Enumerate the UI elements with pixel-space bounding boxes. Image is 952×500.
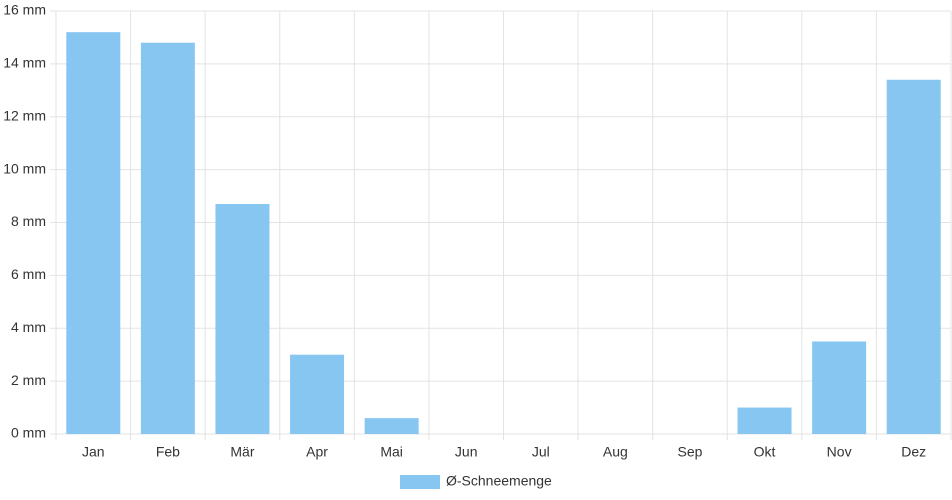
- legend-swatch: [400, 475, 440, 489]
- legend-label: Ø-Schneemenge: [446, 473, 552, 489]
- x-tick-label: Aug: [603, 444, 628, 460]
- x-tick-label: Nov: [827, 444, 852, 460]
- y-tick-label: 2 mm: [11, 372, 46, 388]
- x-tick-label: Jan: [82, 444, 105, 460]
- bar: [364, 418, 419, 434]
- x-tick-label: Apr: [306, 444, 328, 460]
- y-tick-label: 16 mm: [3, 2, 46, 18]
- x-tick-label: Dez: [901, 444, 926, 460]
- x-tick-label: Sep: [677, 444, 702, 460]
- bar: [215, 203, 270, 434]
- x-tick-label: Okt: [754, 444, 776, 460]
- x-tick-label: Jun: [455, 444, 478, 460]
- y-tick-label: 4 mm: [11, 319, 46, 335]
- bar: [66, 32, 121, 435]
- x-tick-label: Mär: [230, 444, 254, 460]
- x-tick-label: Feb: [156, 444, 180, 460]
- bar: [140, 42, 195, 434]
- y-tick-label: 10 mm: [3, 160, 46, 176]
- y-tick-label: 0 mm: [11, 425, 46, 441]
- bar: [812, 341, 867, 434]
- bar: [737, 407, 792, 434]
- x-tick-label: Mai: [380, 444, 403, 460]
- bar: [886, 79, 941, 435]
- bar: [290, 354, 345, 434]
- y-tick-label: 12 mm: [3, 107, 46, 123]
- y-tick-label: 6 mm: [11, 266, 46, 282]
- y-tick-label: 14 mm: [3, 55, 46, 71]
- y-tick-label: 8 mm: [11, 213, 46, 229]
- x-tick-label: Jul: [532, 444, 550, 460]
